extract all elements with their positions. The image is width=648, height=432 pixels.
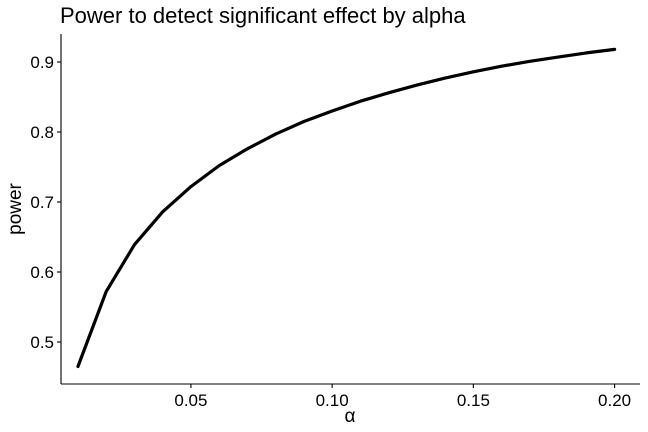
series-line-power <box>76 47 617 369</box>
x-tick-label: 0.15 <box>457 391 490 410</box>
y-axis-label: power <box>5 182 26 234</box>
x-tick-label: 0.05 <box>174 391 207 410</box>
y-tick-label: 0.6 <box>30 263 54 282</box>
series-layer <box>76 47 617 369</box>
x-tick-label: 0.10 <box>316 391 349 410</box>
y-tick-label: 0.9 <box>30 53 54 72</box>
y-tick-label: 0.5 <box>30 333 54 352</box>
x-axis-ticks: 0.05 0.10 0.15 0.20 <box>174 384 631 410</box>
chart-title: Power to detect significant effect by al… <box>60 3 466 28</box>
y-tick-label: 0.7 <box>30 193 54 212</box>
y-axis-ticks: 0.5 0.6 0.7 0.8 0.9 <box>30 53 61 352</box>
x-axis-label: α <box>345 406 356 427</box>
plot-area: 0.05 0.10 0.15 0.20 0.5 0.6 0.7 0.8 0.9 <box>30 34 640 410</box>
y-tick-label: 0.8 <box>30 123 54 142</box>
x-tick-label: 0.20 <box>598 391 631 410</box>
